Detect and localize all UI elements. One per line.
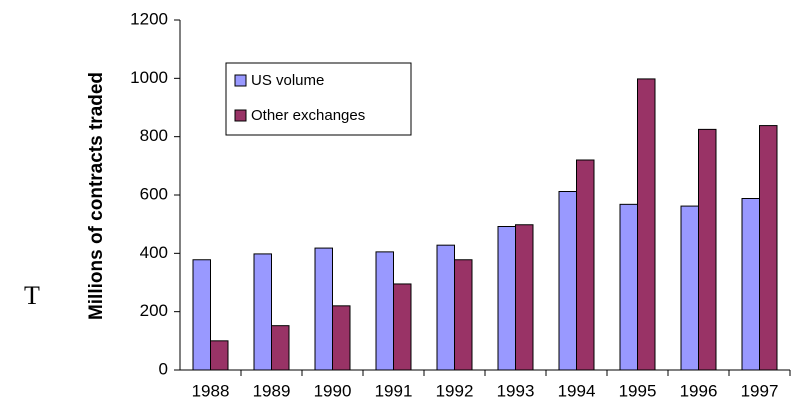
x-tick-label: 1996 bbox=[680, 381, 718, 400]
bar bbox=[436, 244, 455, 371]
bar bbox=[192, 259, 211, 371]
bar bbox=[576, 159, 595, 371]
bar bbox=[558, 191, 577, 371]
bar bbox=[314, 247, 333, 371]
x-tick-label: 1997 bbox=[741, 381, 779, 400]
bar bbox=[698, 128, 717, 371]
bar bbox=[680, 205, 699, 371]
bar bbox=[515, 224, 534, 371]
x-tick-label: 1992 bbox=[436, 381, 474, 400]
x-tick-label: 1994 bbox=[558, 381, 596, 400]
x-tick-label: 1995 bbox=[619, 381, 657, 400]
bar bbox=[271, 325, 290, 371]
x-tick-label: 1989 bbox=[253, 381, 291, 400]
bar bbox=[454, 259, 473, 371]
bar bbox=[332, 305, 351, 371]
legend-box bbox=[225, 62, 412, 136]
legend-label: US volume bbox=[251, 72, 324, 89]
y-tick-label: 1200 bbox=[130, 9, 168, 28]
y-tick-label: 400 bbox=[140, 243, 168, 262]
y-axis-label: Millions of contracts traded bbox=[86, 72, 107, 320]
legend-swatch bbox=[234, 109, 247, 122]
legend-label: Other exchanges bbox=[251, 107, 365, 124]
x-tick-label: 1988 bbox=[192, 381, 230, 400]
y-tick-label: 200 bbox=[140, 301, 168, 320]
x-tick-label: 1993 bbox=[497, 381, 535, 400]
bar bbox=[619, 203, 638, 371]
legend-swatch bbox=[234, 74, 247, 87]
bar bbox=[637, 78, 656, 371]
x-tick-label: 1990 bbox=[314, 381, 352, 400]
bar bbox=[497, 226, 516, 371]
x-tick-label: 1991 bbox=[375, 381, 413, 400]
bar bbox=[741, 198, 760, 371]
y-tick-label: 800 bbox=[140, 126, 168, 145]
bar bbox=[210, 340, 229, 371]
bar bbox=[759, 125, 778, 371]
bar bbox=[393, 283, 412, 371]
bar bbox=[253, 253, 272, 371]
y-tick-label: 600 bbox=[140, 184, 168, 203]
bar bbox=[375, 251, 394, 371]
y-tick-label: 0 bbox=[159, 359, 168, 378]
y-tick-label: 1000 bbox=[130, 68, 168, 87]
annotation: T bbox=[24, 281, 40, 310]
